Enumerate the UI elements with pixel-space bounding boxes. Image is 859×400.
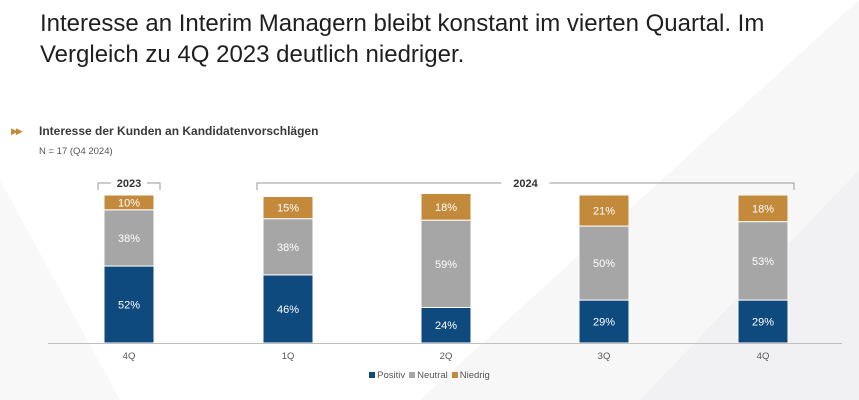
legend-item-positiv: Positiv bbox=[369, 370, 405, 381]
x-tick-label: 1Q bbox=[282, 351, 295, 362]
data-label: 59% bbox=[435, 259, 457, 271]
bar-niedrig bbox=[420, 193, 472, 221]
x-tick-label: 2Q bbox=[440, 351, 453, 362]
bar-positiv bbox=[262, 274, 314, 344]
x-tick-label: 3Q bbox=[598, 351, 611, 362]
bar-neutral bbox=[578, 225, 630, 301]
chart-subtitle: Interesse der Kunden an Kandidatenvorsch… bbox=[39, 124, 319, 138]
stacked-bar-chart: 52% 38% 10% 4Q 46% 38% 15% 1Q 24% 59% 18% 2Q 29% 50% 2… bbox=[48, 178, 842, 362]
data-label: 18% bbox=[752, 203, 774, 215]
legend-label: Neutral bbox=[417, 370, 448, 381]
bar-niedrig bbox=[103, 194, 155, 211]
group-label: 2023 bbox=[117, 178, 141, 190]
data-label: 52% bbox=[118, 300, 140, 312]
data-label: 29% bbox=[752, 317, 774, 329]
legend-swatch bbox=[369, 372, 376, 378]
data-label: 46% bbox=[277, 304, 299, 316]
bar-neutral bbox=[103, 209, 155, 267]
data-label: 38% bbox=[277, 242, 299, 254]
group-bracket bbox=[256, 182, 795, 190]
legend-swatch bbox=[451, 372, 458, 378]
data-label: 38% bbox=[118, 233, 140, 245]
data-label: 53% bbox=[752, 256, 774, 268]
legend-label: Niedrig bbox=[459, 370, 490, 381]
legend-item-niedrig: Niedrig bbox=[451, 370, 490, 381]
group-bracket bbox=[97, 182, 161, 190]
data-label: 24% bbox=[435, 320, 457, 332]
bar-neutral bbox=[262, 218, 314, 276]
bar-niedrig bbox=[578, 194, 630, 227]
data-label: 29% bbox=[593, 317, 615, 329]
data-label: 18% bbox=[435, 202, 457, 214]
data-label: 15% bbox=[277, 203, 299, 215]
legend-label: Positiv bbox=[377, 370, 406, 381]
bar-neutral bbox=[420, 219, 472, 308]
data-label: 21% bbox=[593, 206, 615, 218]
bar-neutral bbox=[737, 221, 789, 301]
data-label: 10% bbox=[118, 197, 140, 209]
x-tick-label: 4Q bbox=[757, 351, 770, 362]
bar-positiv bbox=[103, 265, 155, 344]
bar-niedrig bbox=[737, 194, 789, 223]
double-chevron-right-icon: ▶▶ bbox=[11, 126, 23, 136]
x-tick-label: 4Q bbox=[123, 351, 136, 362]
group-label: 2024 bbox=[513, 178, 538, 190]
bar-positiv bbox=[420, 306, 472, 344]
legend-swatch bbox=[409, 372, 416, 378]
bar-niedrig bbox=[262, 195, 314, 220]
data-label: 50% bbox=[593, 258, 615, 270]
page-title: Interesse an Interim Managern bleibt kon… bbox=[40, 10, 765, 68]
legend-item-neutral: Neutral bbox=[409, 370, 448, 381]
chart-legend: Positiv Neutral Niedrig bbox=[0, 370, 859, 381]
sample-size-note: N = 17 (Q4 2024) bbox=[39, 146, 113, 157]
